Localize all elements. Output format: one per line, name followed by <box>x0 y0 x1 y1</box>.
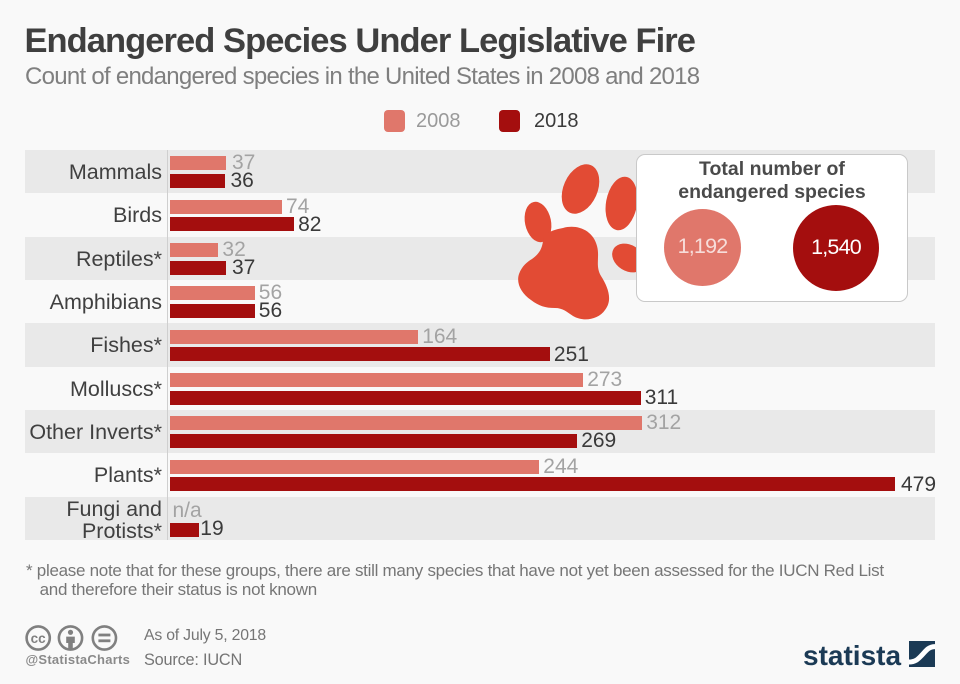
svg-text:cc: cc <box>31 631 47 646</box>
svg-text:statista: statista <box>803 640 901 670</box>
